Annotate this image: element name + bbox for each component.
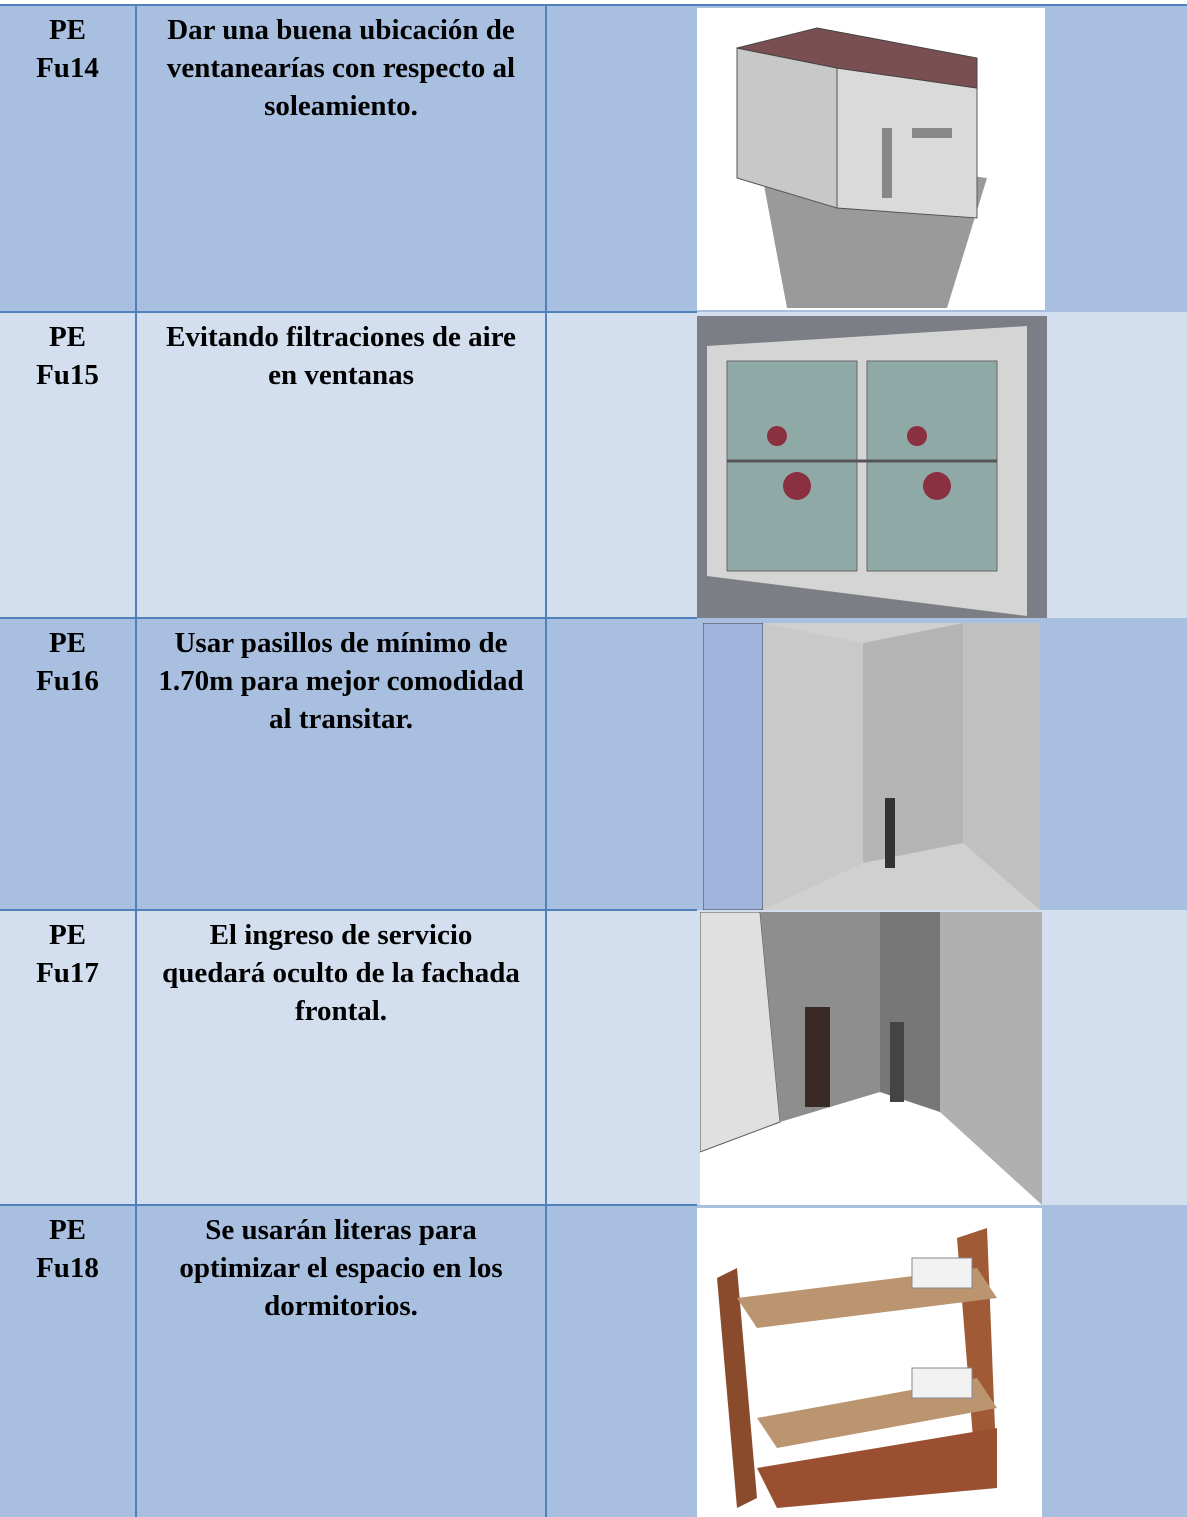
description: Usar pasillos de mínimo de 1.70m para me… [158,627,524,735]
code-id: Fu15 [36,359,99,391]
code-prefix: PE [48,1214,87,1246]
illustration [697,316,1047,620]
code-id: Fu17 [36,957,99,989]
row-border [0,311,697,313]
row-border [0,909,697,911]
illustration [697,8,1045,310]
description: Se usarán literas para optimizar el espa… [179,1214,503,1322]
illustration [703,623,1040,910]
description: Dar una buena ubicación de ventanearías … [166,14,516,122]
column-border [545,5,547,1517]
illustration [697,1208,1042,1517]
illustration [700,912,1042,1205]
code-cell: PE Fu18 [0,1205,135,1517]
code-cell: PE Fu16 [0,618,135,910]
row-border [0,4,1187,6]
code-prefix: PE [48,321,87,353]
code-cell: PE Fu17 [0,910,135,1205]
code-cell: PE Fu15 [0,312,135,618]
row-border [0,617,697,619]
description: El ingreso de servicio quedará oculto de… [162,919,520,1027]
code-prefix: PE [48,14,87,46]
code-cell: PE Fu14 [0,5,135,312]
description: Evitando filtraciones de aire en ventana… [166,321,516,391]
code-id: Fu18 [36,1252,99,1284]
code-id: Fu16 [36,665,99,697]
code-id: Fu14 [36,52,99,84]
code-prefix: PE [48,919,87,951]
row-border [0,1204,697,1206]
code-prefix: PE [48,627,87,659]
column-border [135,5,137,1517]
